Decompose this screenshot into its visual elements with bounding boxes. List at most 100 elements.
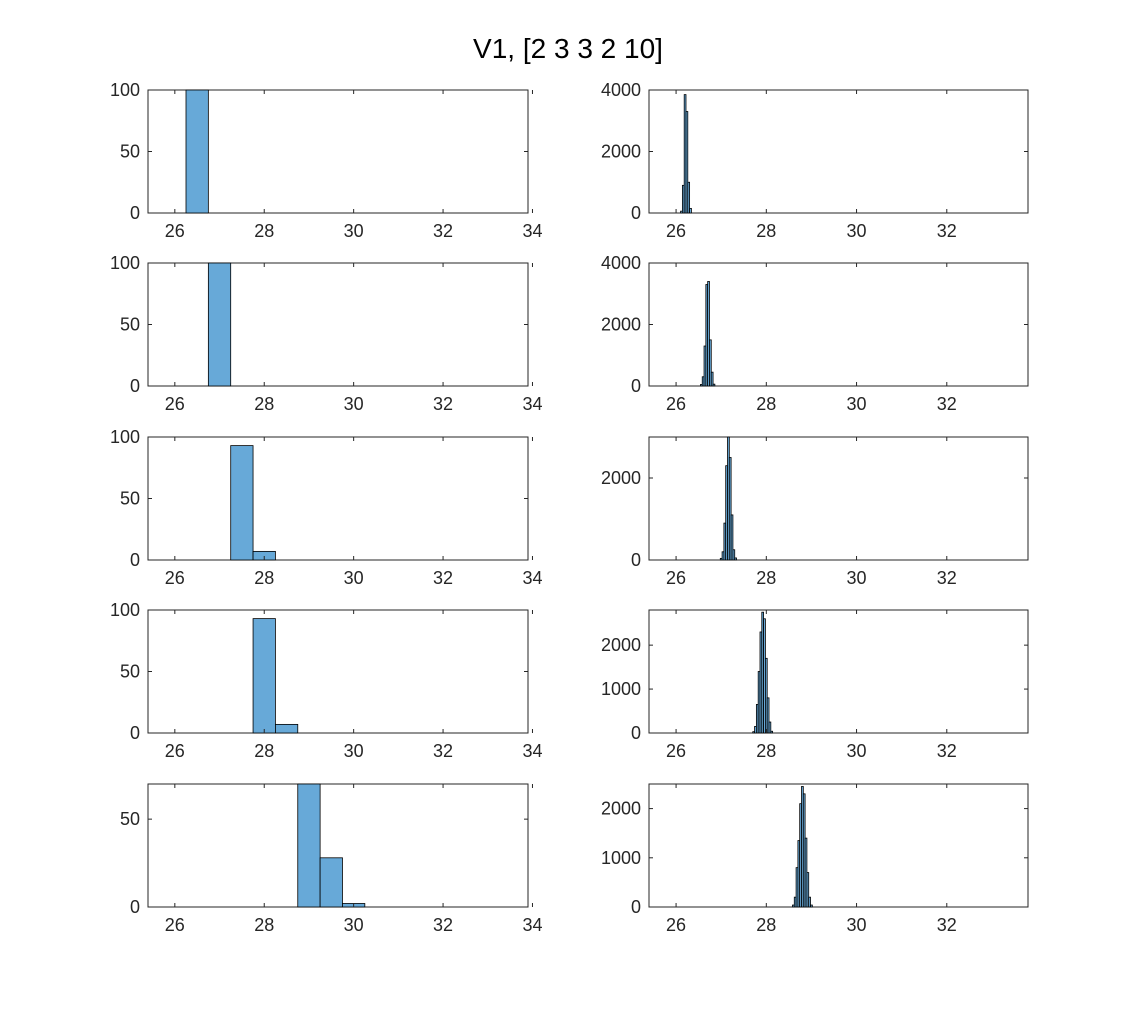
axes-frame (147, 262, 529, 387)
y-tick-label: 0 (130, 897, 140, 917)
histogram-bar (710, 371, 714, 387)
y-tick-label: 2000 (601, 635, 641, 655)
y-tick-label: 2000 (601, 799, 641, 819)
y-tick-label: 50 (120, 315, 140, 335)
x-tick-label: 26 (666, 568, 686, 588)
x-tick-label: 26 (165, 568, 185, 588)
y-tick-label: 50 (120, 489, 140, 509)
histogram-bar (730, 514, 734, 561)
x-tick-label: 32 (433, 915, 453, 935)
histogram-bar (275, 723, 299, 734)
histogram-bar (297, 783, 321, 908)
subplot-row4-left: 26 28 30 32 34 0 50 100 (110, 600, 543, 761)
axes-frame (648, 783, 1029, 908)
x-tick-label: 30 (344, 394, 364, 414)
subplot-row3-left: 26 28 30 32 34 0 50 100 (110, 427, 543, 588)
x-tick-label: 28 (254, 915, 274, 935)
x-tick-label: 32 (433, 221, 453, 241)
histogram-bar (732, 549, 736, 561)
histogram-bar (230, 445, 254, 561)
x-tick-label: 32 (937, 915, 957, 935)
histogram-bar (768, 721, 772, 734)
y-tick-label: 2000 (601, 468, 641, 488)
x-tick-label: 28 (756, 741, 776, 761)
y-tick-label: 0 (130, 376, 140, 396)
subplot-row3-right: 26 28 30 32 0 2000 (601, 436, 1029, 588)
y-tick-label: 0 (130, 203, 140, 223)
histogram-bar (707, 281, 710, 387)
x-tick-label: 26 (165, 221, 185, 241)
x-tick-label: 32 (937, 568, 957, 588)
histogram-bar (319, 857, 343, 908)
x-tick-label: 34 (522, 568, 542, 588)
x-tick-label: 32 (433, 568, 453, 588)
histogram-bar (808, 896, 811, 908)
y-tick-label: 4000 (601, 253, 641, 273)
x-tick-label: 30 (847, 915, 867, 935)
histogram-bar (689, 207, 692, 214)
y-tick-label: 100 (110, 80, 140, 100)
x-tick-label: 30 (344, 221, 364, 241)
x-tick-label: 26 (165, 915, 185, 935)
x-tick-label: 28 (756, 915, 776, 935)
x-tick-label: 28 (756, 394, 776, 414)
y-tick-label: 0 (631, 723, 641, 743)
x-tick-label: 32 (433, 394, 453, 414)
axes-frame (648, 609, 1029, 734)
histogram-bar (728, 457, 732, 561)
histogram-bar (712, 383, 716, 387)
x-tick-label: 32 (937, 741, 957, 761)
histogram-bar (766, 697, 770, 734)
axes-frame (648, 436, 1029, 561)
x-tick-label: 30 (847, 394, 867, 414)
subplot-row2-left: 26 28 30 32 34 0 50 100 (110, 253, 543, 414)
y-tick-label: 100 (110, 600, 140, 620)
y-tick-label: 0 (130, 550, 140, 570)
x-tick-label: 28 (254, 221, 274, 241)
axes-frame (648, 89, 1029, 214)
x-tick-label: 32 (937, 394, 957, 414)
x-tick-label: 34 (522, 915, 542, 935)
y-tick-label: 1000 (601, 848, 641, 868)
subplot-row1-right: 26 28 30 32 0 2000 4000 (601, 80, 1029, 241)
subplot-grid: 26 28 30 32 34 0 50 100 26 28 30 32 0 2000 4000 26 28 30 3… (110, 80, 1029, 935)
axes-frame (147, 89, 529, 214)
histogram-bar (685, 111, 689, 214)
subplot-row1-left: 26 28 30 32 34 0 50 100 (110, 80, 543, 241)
histogram-bar (709, 339, 712, 387)
y-tick-label: 50 (120, 809, 140, 829)
y-tick-label: 4000 (601, 80, 641, 100)
y-tick-label: 0 (631, 550, 641, 570)
histogram-bar (185, 89, 209, 214)
axes-frame (648, 262, 1029, 387)
y-tick-label: 2000 (601, 142, 641, 162)
subplot-row2-right: 26 28 30 32 0 2000 4000 (601, 253, 1029, 414)
subplot-row5-right: 26 28 30 32 0 1000 2000 (601, 783, 1029, 935)
x-tick-label: 28 (254, 741, 274, 761)
y-tick-label: 100 (110, 253, 140, 273)
y-tick-label: 0 (130, 723, 140, 743)
axes-frame (147, 609, 529, 734)
y-tick-label: 1000 (601, 679, 641, 699)
x-tick-label: 30 (847, 221, 867, 241)
x-tick-label: 30 (344, 741, 364, 761)
x-tick-label: 34 (522, 741, 542, 761)
x-tick-label: 34 (522, 221, 542, 241)
histogram-bar (687, 181, 691, 214)
figure-title: V1, [2 3 3 2 10] (473, 33, 663, 64)
x-tick-label: 28 (254, 568, 274, 588)
x-tick-label: 26 (666, 741, 686, 761)
histogram-bar (806, 872, 810, 908)
histogram-bar (207, 262, 232, 387)
x-tick-label: 32 (433, 741, 453, 761)
x-tick-label: 26 (165, 394, 185, 414)
x-tick-label: 26 (666, 915, 686, 935)
subplot-row4-right: 26 28 30 32 0 1000 2000 (601, 609, 1029, 761)
x-tick-label: 26 (666, 394, 686, 414)
x-tick-label: 30 (344, 915, 364, 935)
x-tick-label: 30 (847, 568, 867, 588)
y-tick-label: 0 (631, 203, 641, 223)
y-tick-label: 100 (110, 427, 140, 447)
x-tick-label: 28 (756, 221, 776, 241)
